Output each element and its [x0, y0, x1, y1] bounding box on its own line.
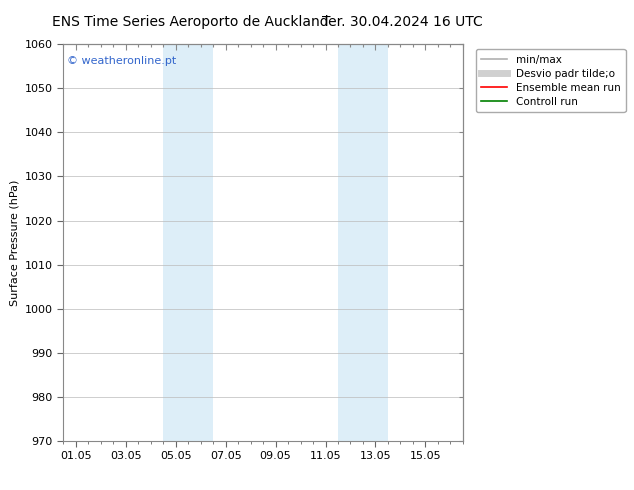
Text: ENS Time Series Aeroporto de Auckland: ENS Time Series Aeroporto de Auckland [52, 15, 328, 29]
Bar [338, 44, 388, 441]
Legend: min/max, Desvio padr tilde;o, Ensemble mean run, Controll run: min/max, Desvio padr tilde;o, Ensemble m… [476, 49, 626, 112]
Text: © weatheronline.pt: © weatheronline.pt [67, 56, 177, 66]
Bar [164, 44, 213, 441]
Y-axis label: Surface Pressure (hPa): Surface Pressure (hPa) [10, 179, 19, 306]
Text: Ter. 30.04.2024 16 UTC: Ter. 30.04.2024 16 UTC [322, 15, 483, 29]
